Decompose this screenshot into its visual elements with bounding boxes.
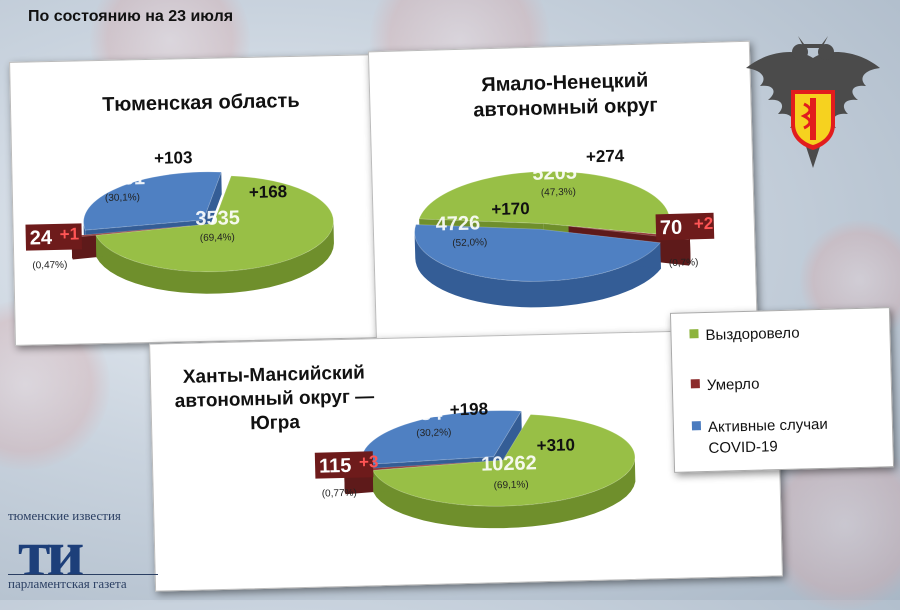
chart-card-yamal: Ямало-Ненецкий автономный округ 5205 +274… — [367, 40, 759, 352]
death-label-box — [655, 212, 715, 241]
slice-label-group: 24 +1 (0,47%) — [25, 223, 83, 272]
legend-swatch — [691, 421, 702, 431]
death-label-box — [25, 223, 83, 251]
slice-value-label: 70 — [660, 217, 683, 240]
slice-percent-label: (0,47%) — [32, 260, 67, 272]
slice-label-group: 1531 +103 (30,1%) — [100, 148, 193, 204]
chart-card-tyumen: Тюменская область 3535 +168 (69,4%) 24 +1 (0,… — [9, 54, 385, 346]
slice-value-label: 5205 — [532, 162, 577, 185]
slice-percent-label: (52,0%) — [452, 237, 487, 249]
slice-delta-label: +2 — [694, 214, 714, 234]
legend-swatch — [689, 329, 699, 339]
slice-percent-label: (47,3%) — [541, 187, 576, 199]
chart-card-khmao: Ханты-Мансийский автономный округ — Югра… — [149, 328, 783, 592]
slice-label-group: 3535 +168 (69,4%) — [195, 182, 288, 244]
chart-legend: Выздоровело Умерло Активные случаи COVID… — [669, 307, 895, 473]
legend-item-recovered: Выздоровело — [689, 323, 800, 347]
slice-label-group: 5205 +274 (47,3%) — [532, 146, 625, 199]
date-header: По состоянию на 23 июля — [28, 8, 234, 25]
slice-value-label: 1531 — [100, 167, 145, 190]
slice-label-group: 70 +2 (0,7%) — [655, 212, 715, 269]
slice-percent-label: (69,4%) — [200, 232, 235, 244]
slice-delta-label: +103 — [154, 148, 193, 168]
slice-label-group: 4484 +198 (30,2%) — [398, 399, 489, 439]
slice-label-group: 4726 +170 (52,0%) — [435, 199, 530, 249]
slice-value-label: 3535 — [195, 207, 240, 230]
legend-item-active: Активные случаи COVID-19 — [691, 412, 883, 459]
pie-slice — [414, 224, 661, 282]
pie-slice — [95, 175, 334, 273]
pie-slice — [372, 414, 636, 507]
pie-slice — [418, 171, 671, 236]
slice-delta-label: +198 — [450, 399, 489, 419]
slice-value-label: 24 — [30, 227, 54, 249]
slice-percent-label: (0,7%) — [669, 257, 699, 269]
slice-value-label: 4726 — [435, 212, 480, 235]
slice-delta-label: +310 — [536, 435, 575, 455]
slice-value-label: 10262 — [481, 452, 537, 475]
slice-value-label: 4484 — [398, 403, 444, 426]
slice-percent-label: (0,77%) — [322, 488, 357, 500]
logo-top-text: тюменские известия — [8, 508, 121, 523]
slice-value-label: 115 — [319, 455, 352, 478]
death-label-box — [314, 451, 374, 479]
pie-chart: 3535 +168 (69,4%) 24 +1 (0,47%) 1531 +103 (30,1%… — [25, 148, 334, 294]
slice-delta-label: +170 — [491, 199, 530, 219]
slice-delta-label: +168 — [249, 182, 288, 202]
legend-label: Умерло — [706, 375, 760, 394]
legend-label: Активные случаи COVID-19 — [707, 415, 828, 457]
logo-mark: ти — [18, 517, 84, 590]
slice-percent-label: (30,2%) — [416, 427, 451, 439]
legend-item-died: Умерло — [690, 374, 760, 397]
logo-bottom-text: парламентская газета — [8, 574, 158, 592]
slice-label-group: 115 +3 (0,77%) — [314, 451, 379, 500]
slice-percent-label: (69,1%) — [494, 479, 529, 491]
legend-label: Выздоровело — [705, 324, 800, 344]
slice-label-group: 10262+310 (69,1%) — [481, 435, 575, 491]
slice-delta-label: +1 — [59, 224, 79, 243]
slice-delta-label: +274 — [586, 146, 625, 166]
rospotrebnadzor-emblem-icon — [746, 36, 880, 168]
legend-swatch — [690, 379, 700, 389]
pie-slice — [83, 171, 222, 231]
pie-chart: 10262+310 (69,1%) 115 +3 (0,77%) 4484 +198 (30,… — [314, 399, 636, 529]
pie-chart: 5205 +274 (47,3%) 70 +2 (0,7%) 4726 +170 (52,0%) — [414, 146, 715, 308]
tyumen-izvestia-logo: тюменские известия ти парламентская газе… — [8, 508, 168, 594]
slice-percent-label: (30,1%) — [105, 192, 140, 204]
slice-delta-label: +3 — [359, 452, 379, 471]
